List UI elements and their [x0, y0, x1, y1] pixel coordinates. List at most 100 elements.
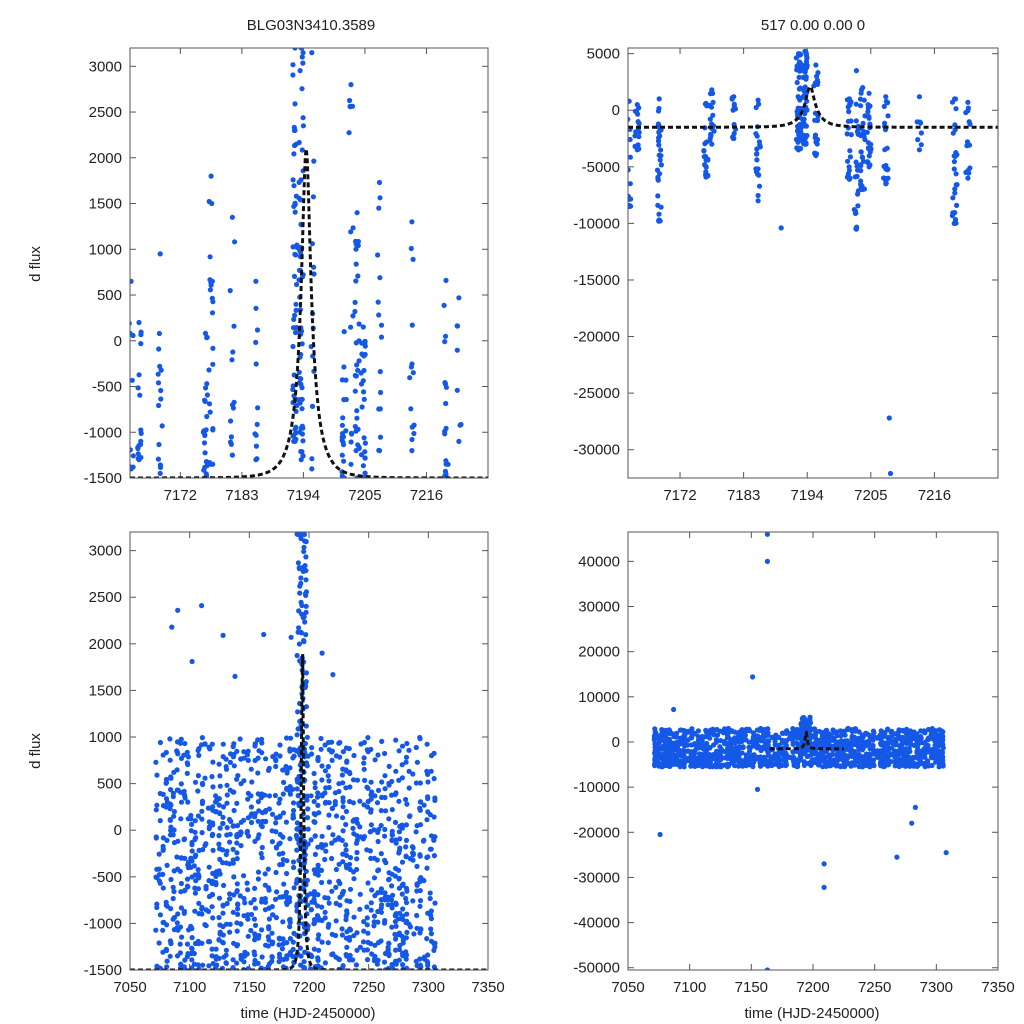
data-point	[424, 936, 430, 942]
data-point	[252, 741, 258, 747]
data-point	[364, 904, 370, 910]
data-point	[154, 772, 160, 778]
data-point	[199, 906, 205, 912]
data-point	[778, 225, 784, 231]
data-point	[157, 739, 163, 746]
data-point	[326, 824, 332, 831]
data-point	[333, 866, 339, 873]
data-point	[635, 111, 641, 117]
data-point	[702, 760, 709, 766]
data-point	[375, 919, 381, 925]
data-point	[952, 190, 958, 196]
data-point	[406, 785, 412, 791]
data-point	[754, 742, 761, 748]
data-point	[315, 892, 321, 898]
data-point	[921, 746, 927, 752]
data-point	[252, 838, 258, 845]
data-point	[292, 209, 298, 215]
data-point	[195, 962, 201, 968]
data-point	[216, 914, 222, 921]
data-point	[326, 812, 332, 818]
data-point	[274, 889, 280, 895]
data-point	[831, 760, 837, 766]
data-point	[918, 142, 924, 148]
data-point	[354, 833, 360, 839]
data-point	[443, 400, 449, 407]
model-curve	[130, 148, 488, 478]
data-point	[368, 900, 374, 906]
data-point	[406, 768, 412, 774]
data-point	[766, 738, 772, 744]
x-tick-label: 7200	[796, 979, 829, 996]
data-point	[954, 202, 960, 208]
data-point	[428, 926, 434, 932]
data-point	[312, 785, 318, 791]
data-point	[964, 143, 970, 149]
data-point	[413, 744, 419, 751]
data-point	[707, 727, 714, 733]
data-point	[299, 341, 305, 347]
data-point	[628, 136, 633, 143]
data-point	[428, 846, 434, 852]
data-point	[157, 818, 163, 824]
data-point	[939, 731, 945, 737]
data-point	[911, 763, 917, 769]
data-point	[157, 464, 164, 470]
data-point	[411, 430, 417, 437]
data-point	[199, 603, 205, 609]
data-point	[291, 124, 297, 130]
data-point	[273, 829, 279, 835]
data-point	[409, 322, 415, 328]
data-point	[262, 882, 268, 888]
data-point	[299, 54, 305, 60]
data-point	[842, 763, 848, 770]
data-point	[347, 886, 354, 892]
data-point	[130, 447, 133, 453]
data-point	[175, 838, 181, 844]
data-point	[287, 924, 293, 930]
data-point	[802, 67, 808, 74]
data-point	[292, 48, 298, 51]
data-point	[343, 808, 349, 815]
data-point	[350, 957, 356, 963]
data-point	[418, 964, 424, 970]
data-point	[864, 755, 870, 761]
data-point	[343, 842, 349, 848]
data-point	[347, 97, 353, 104]
data-point	[178, 880, 184, 887]
data-point	[348, 82, 354, 88]
data-point	[892, 748, 899, 754]
data-point	[349, 431, 355, 437]
data-point	[403, 822, 409, 828]
data-point	[339, 837, 345, 844]
data-point	[783, 756, 789, 762]
data-point	[348, 461, 354, 467]
data-point	[192, 940, 199, 947]
data-point	[428, 833, 435, 839]
data-point	[815, 739, 822, 745]
data-point	[794, 748, 800, 755]
data-point	[319, 841, 325, 848]
data-point	[399, 822, 405, 828]
data-point	[864, 731, 870, 737]
data-point	[707, 116, 713, 122]
data-point	[298, 575, 304, 581]
data-point	[711, 751, 717, 758]
data-point	[348, 439, 354, 445]
data-point	[660, 752, 666, 758]
data-point	[833, 741, 840, 747]
y-tick-label: 0	[114, 822, 122, 839]
y-tick-label: -10000	[573, 779, 620, 796]
data-point	[292, 426, 298, 432]
data-point	[385, 947, 391, 953]
data-point	[301, 966, 308, 970]
data-point	[965, 99, 971, 105]
data-point	[312, 833, 318, 839]
data-point	[399, 775, 405, 781]
data-point	[428, 916, 434, 922]
data-point	[844, 174, 851, 180]
data-point	[255, 869, 262, 875]
data-point	[695, 728, 702, 734]
data-point	[677, 764, 683, 770]
data-point	[702, 101, 709, 107]
